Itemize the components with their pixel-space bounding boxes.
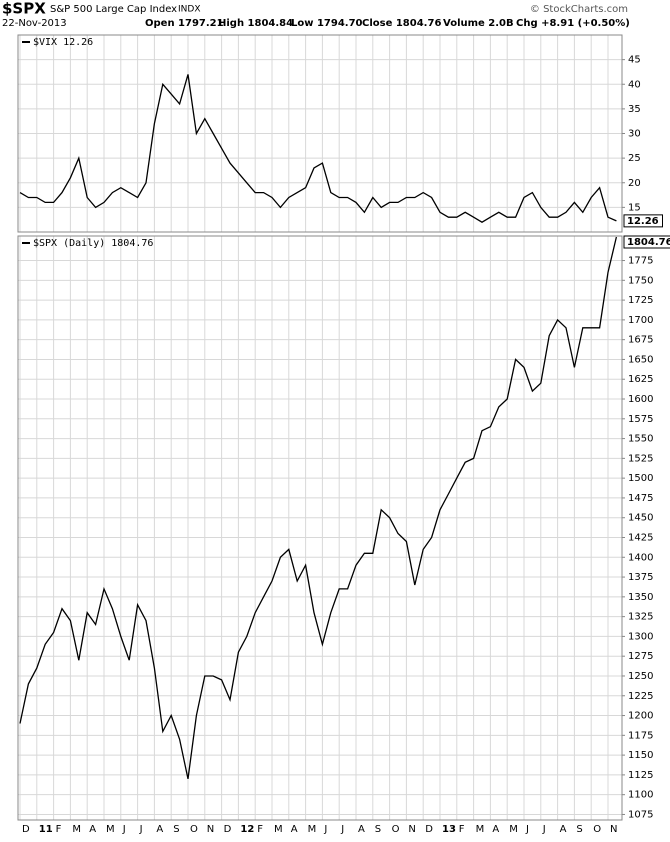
y-tick-label: 1175 [628,730,653,741]
panel-frame [17,235,623,821]
quote-item: High 1804.84 [218,18,293,29]
y-tick-label: 1200 [628,711,653,722]
y-tick-label: 45 [628,55,641,66]
price-line [19,74,617,223]
y-tick-label: 20 [628,178,641,189]
y-tick-label: 1400 [628,552,653,563]
x-tick-label: D [22,824,30,835]
y-tick-label: 1325 [628,612,653,623]
y-tick-label: 1475 [628,493,653,504]
x-tick-label: J [340,824,344,835]
price-line [19,236,618,780]
y-tick-label: 1500 [628,473,653,484]
last-value-label: 1804.76 [627,237,670,248]
x-tick-label: J [525,824,529,835]
last-value-box [623,235,670,249]
x-tick-label: A [291,824,298,835]
y-tick-label: 1575 [628,414,653,425]
quote-item: Volume 2.0B [443,18,514,29]
panel-frame [17,34,623,233]
y-tick-label: 30 [628,129,641,140]
x-tick-label: M [509,824,518,835]
x-tick-label: J [323,824,327,835]
x-tick-label: A [89,824,96,835]
y-tick-label: 1075 [628,809,653,820]
y-tick-label: 1450 [628,513,653,524]
x-tick-label: M [274,824,283,835]
x-tick-label: N [610,824,617,835]
y-tick-label: 1100 [628,790,653,801]
x-tick-label: F [459,824,465,835]
last-value-label: 12.26 [627,216,659,227]
x-tick-label: O [392,824,400,835]
y-tick-label: 15 [628,202,641,213]
date: 22-Nov-2013 [2,18,67,29]
x-tick-label: 12 [240,824,254,835]
y-tick-label: 1375 [628,572,653,583]
legend-label: $SPX (Daily) 1804.76 [33,238,153,249]
x-tick-label: O [190,824,198,835]
quote-item: Open 1797.21 [145,18,224,29]
source: © StockCharts.com [530,4,628,15]
x-tick-label: S [173,824,179,835]
x-tick-label: J [542,824,546,835]
y-tick-label: 25 [628,153,641,164]
x-tick-label: A [156,824,163,835]
x-tick-label: J [139,824,143,835]
quote-item: Close 1804.76 [362,18,441,29]
y-tick-label: 1225 [628,691,653,702]
x-tick-label: 13 [442,824,456,835]
y-tick-label: 1700 [628,315,653,326]
last-value-box [623,214,663,228]
x-tick-label: J [122,824,126,835]
x-tick-label: M [476,824,485,835]
x-tick-label: D [425,824,433,835]
x-tick-label: F [56,824,62,835]
y-tick-label: 40 [628,79,641,90]
y-tick-label: 1750 [628,275,653,286]
y-tick-label: 1625 [628,374,653,385]
y-tick-label: 1425 [628,532,653,543]
y-tick-label: 1150 [628,750,653,761]
exchange: INDX [178,5,200,15]
x-tick-label: A [358,824,365,835]
x-tick-label: 11 [39,824,53,835]
x-tick-label: N [207,824,214,835]
x-tick-label: A [560,824,567,835]
x-tick-label: M [72,824,81,835]
y-tick-label: 1525 [628,453,653,464]
x-tick-label: O [593,824,601,835]
y-tick-label: 1300 [628,631,653,642]
y-tick-label: 1650 [628,354,653,365]
y-tick-label: 1550 [628,434,653,445]
legend-label: $VIX 12.26 [33,37,93,48]
x-tick-label: M [308,824,317,835]
quote-item: Low 1794.70 [291,18,363,29]
x-tick-label: S [576,824,582,835]
subtitle: S&P 500 Large Cap Index [50,4,177,15]
y-tick-label: 1675 [628,335,653,346]
x-tick-label: S [375,824,381,835]
y-tick-label: 35 [628,104,641,115]
x-tick-label: D [224,824,232,835]
y-tick-label: 1275 [628,651,653,662]
x-tick-label: F [257,824,263,835]
x-tick-label: A [492,824,499,835]
symbol: $SPX [2,0,46,18]
y-tick-label: 1775 [628,256,653,267]
y-tick-label: 1350 [628,592,653,603]
quote-item: Chg +8.91 (+0.50%) [516,18,630,29]
y-tick-label: 1725 [628,295,653,306]
y-tick-label: 1250 [628,671,653,682]
y-tick-label: 1600 [628,394,653,405]
x-tick-label: M [106,824,115,835]
y-tick-label: 1125 [628,770,653,781]
x-tick-label: N [408,824,415,835]
